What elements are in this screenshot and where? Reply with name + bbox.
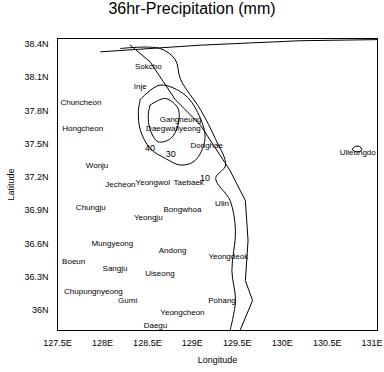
svg-text:Ulleungdo: Ulleungdo: [340, 148, 377, 157]
svg-text:Chungju: Chungju: [76, 203, 106, 212]
svg-text:Jecheon: Jecheon: [105, 180, 135, 189]
svg-text:10: 10: [199, 173, 210, 184]
svg-text:Boeun: Boeun: [62, 257, 85, 266]
svg-text:Gangneung: Gangneung: [160, 115, 202, 124]
svg-text:40: 40: [145, 143, 155, 153]
svg-text:36N: 36N: [32, 305, 49, 315]
svg-text:Yeongwol: Yeongwol: [136, 178, 171, 187]
svg-text:Yeongcheon: Yeongcheon: [160, 308, 204, 317]
svg-text:36.6N: 36.6N: [24, 239, 48, 249]
svg-text:Sokcho: Sokcho: [135, 62, 162, 71]
svg-text:37.8N: 37.8N: [24, 106, 48, 116]
svg-text:Wonju: Wonju: [86, 161, 109, 170]
svg-text:38.1N: 38.1N: [24, 72, 48, 82]
svg-text:Pohang: Pohang: [208, 296, 236, 305]
svg-text:37.5N: 37.5N: [24, 139, 48, 149]
svg-text:Longitude: Longitude: [198, 355, 238, 365]
svg-text:Daegu: Daegu: [144, 321, 168, 330]
svg-text:Bongwhoa: Bongwhoa: [164, 205, 202, 214]
html-text:36hr-Precipitation (mm): 36hr-Precipitation (mm): [108, 0, 276, 17]
svg-text:36.3N: 36.3N: [24, 272, 48, 282]
svg-text:Yeongju: Yeongju: [134, 213, 163, 222]
svg-text:Chupungnyeong: Chupungnyeong: [64, 287, 123, 296]
svg-text:Donghae: Donghae: [190, 141, 223, 150]
svg-text:Daegwallyeong: Daegwallyeong: [146, 124, 201, 133]
svg-text:Sangju: Sangju: [103, 264, 128, 273]
svg-text:Andong: Andong: [159, 246, 187, 255]
svg-text:Ulin: Ulin: [215, 199, 229, 208]
svg-text:Hongcheon: Hongcheon: [62, 124, 103, 133]
svg-text:Mungyeong: Mungyeong: [91, 239, 133, 248]
svg-text:Gumi: Gumi: [118, 296, 137, 305]
svg-text:129.5E: 129.5E: [223, 338, 252, 348]
svg-text:128E: 128E: [92, 338, 113, 348]
svg-text:38.4N: 38.4N: [24, 39, 48, 49]
svg-text:127.5E: 127.5E: [43, 338, 72, 348]
svg-text:Taebaek: Taebaek: [174, 178, 205, 187]
svg-text:30: 30: [166, 149, 176, 159]
svg-text:37.2N: 37.2N: [24, 172, 48, 182]
svg-text:Inje: Inje: [134, 82, 147, 91]
svg-text:36.9N: 36.9N: [24, 205, 48, 215]
svg-text:130E: 130E: [272, 338, 293, 348]
svg-text:Yeongdeok: Yeongdeok: [208, 252, 249, 261]
svg-text:130.5E: 130.5E: [313, 338, 342, 348]
svg-text:131E: 131E: [362, 338, 383, 348]
svg-text:128.5E: 128.5E: [133, 338, 162, 348]
svg-text:Chuncheon: Chuncheon: [60, 98, 101, 107]
svg-text:129E: 129E: [182, 338, 203, 348]
svg-text:Uiseong: Uiseong: [145, 269, 174, 278]
svg-text:Latitude: Latitude: [6, 168, 16, 200]
